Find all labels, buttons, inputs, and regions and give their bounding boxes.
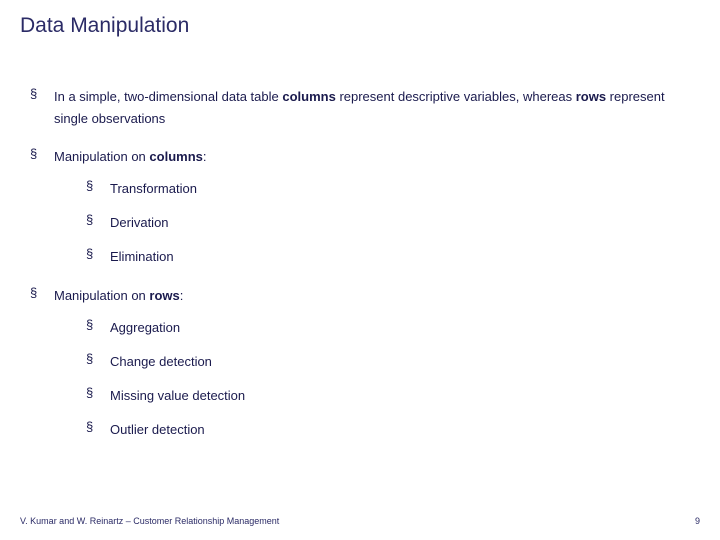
- footer-credit: V. Kumar and W. Reinartz – Customer Rela…: [20, 516, 279, 526]
- sub-list: Aggregation Change detection Missing val…: [54, 317, 700, 441]
- text-run: :: [203, 149, 207, 164]
- sub-item: Derivation: [86, 212, 700, 234]
- text-run: Outlier detection: [110, 422, 205, 437]
- footer: V. Kumar and W. Reinartz – Customer Rela…: [20, 516, 700, 526]
- text-run: Aggregation: [110, 320, 180, 335]
- text-bold: columns: [149, 149, 202, 164]
- bullet-list: In a simple, two-dimensional data table …: [20, 86, 700, 441]
- bullet-item: Manipulation on columns: Transformation …: [30, 146, 700, 268]
- text-run: Elimination: [110, 249, 174, 264]
- text-run: Transformation: [110, 181, 197, 196]
- sub-item: Missing value detection: [86, 385, 700, 407]
- text-run: :: [180, 288, 184, 303]
- sub-item: Outlier detection: [86, 419, 700, 441]
- sub-list: Transformation Derivation Elimination: [54, 178, 700, 268]
- sub-item: Change detection: [86, 351, 700, 373]
- bullet-item: Manipulation on rows: Aggregation Change…: [30, 285, 700, 441]
- text-bold: rows: [149, 288, 179, 303]
- page-title: Data Manipulation: [20, 14, 700, 38]
- sub-item: Aggregation: [86, 317, 700, 339]
- text-run: Missing value detection: [110, 388, 245, 403]
- text-run: Manipulation on: [54, 149, 149, 164]
- text-run: Manipulation on: [54, 288, 149, 303]
- text-run: Change detection: [110, 354, 212, 369]
- text-run: Derivation: [110, 215, 169, 230]
- sub-item: Transformation: [86, 178, 700, 200]
- text-run: represent descriptive variables, whereas: [336, 89, 576, 104]
- page-number: 9: [695, 516, 700, 526]
- text-run: In a simple, two-dimensional data table: [54, 89, 282, 104]
- text-bold: columns: [282, 89, 335, 104]
- slide: Data Manipulation In a simple, two-dimen…: [0, 0, 720, 540]
- text-bold: rows: [576, 89, 606, 104]
- bullet-item: In a simple, two-dimensional data table …: [30, 86, 700, 130]
- sub-item: Elimination: [86, 246, 700, 268]
